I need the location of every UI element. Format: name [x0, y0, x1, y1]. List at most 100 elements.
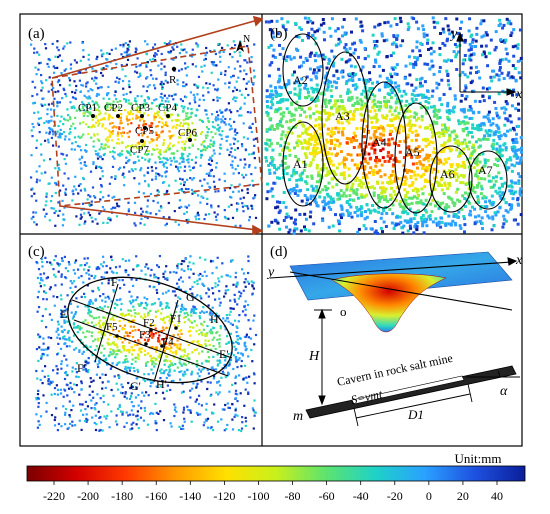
deformation-point — [113, 343, 116, 346]
deformation-point — [348, 198, 352, 202]
deformation-point — [104, 300, 107, 303]
deformation-point — [176, 45, 179, 48]
deformation-point — [403, 188, 407, 192]
deformation-point — [452, 214, 456, 218]
deformation-point — [348, 90, 352, 94]
deformation-point — [328, 59, 332, 63]
deformation-point — [480, 122, 484, 126]
deformation-point — [518, 175, 522, 179]
deformation-point — [182, 110, 185, 113]
deformation-point — [143, 306, 146, 310]
deformation-point — [110, 48, 113, 51]
deformation-point — [74, 259, 78, 262]
deformation-point — [377, 126, 381, 130]
deformation-point — [139, 416, 142, 419]
deformation-point — [112, 103, 115, 106]
deformation-point — [210, 159, 214, 162]
deformation-point — [47, 120, 51, 123]
deformation-point — [163, 349, 166, 352]
deformation-point — [131, 427, 134, 430]
deformation-point — [499, 58, 503, 62]
deformation-point — [92, 340, 95, 343]
deformation-point — [320, 133, 324, 137]
panel-a: (a) N R CP1 CP2 CP3 CP4 CP5 CP6 CP7 — [28, 15, 264, 236]
deformation-point — [465, 145, 469, 148]
deformation-point — [185, 159, 189, 162]
deformation-point — [56, 46, 59, 49]
deformation-point — [309, 152, 313, 156]
deformation-point — [75, 84, 78, 88]
deformation-point — [479, 22, 483, 26]
deformation-point — [420, 187, 424, 191]
deformation-point — [446, 37, 449, 41]
deformation-point — [428, 214, 432, 218]
deformation-point — [141, 145, 144, 148]
deformation-point — [353, 48, 357, 52]
deformation-point — [327, 160, 331, 164]
deformation-point — [209, 163, 212, 166]
deformation-point — [66, 119, 69, 122]
deformation-point — [456, 143, 460, 147]
deformation-point — [118, 154, 121, 157]
deformation-point — [357, 145, 361, 149]
deformation-point — [330, 84, 334, 88]
deformation-point — [216, 89, 219, 92]
deformation-point — [135, 117, 138, 120]
deformation-point — [217, 190, 220, 193]
deformation-point — [292, 231, 296, 235]
deformation-point — [145, 65, 148, 68]
deformation-point — [312, 68, 316, 72]
deformation-point — [415, 190, 419, 194]
deformation-point — [156, 189, 159, 192]
deformation-point — [421, 148, 424, 152]
deformation-point — [479, 128, 483, 131]
deformation-point — [293, 146, 296, 150]
deformation-point — [87, 53, 90, 56]
deformation-point — [309, 197, 313, 201]
deformation-point — [377, 210, 381, 214]
deformation-point — [493, 48, 497, 52]
deformation-point — [137, 134, 140, 137]
deformation-point — [129, 387, 132, 390]
deformation-point — [365, 203, 369, 207]
deformation-point — [116, 388, 120, 391]
deformation-point — [502, 23, 506, 27]
deformation-point — [56, 114, 59, 117]
deformation-point — [78, 419, 81, 422]
deformation-point — [147, 114, 150, 117]
deformation-point — [495, 147, 499, 151]
deformation-point — [372, 40, 376, 43]
deformation-point — [127, 381, 130, 385]
deformation-point — [491, 200, 495, 204]
deformation-point — [181, 349, 184, 352]
deformation-point — [125, 161, 128, 164]
deformation-point — [186, 129, 189, 132]
deformation-point — [327, 205, 331, 209]
deformation-point — [170, 380, 173, 383]
deformation-point — [501, 26, 505, 30]
deformation-point — [248, 164, 251, 167]
deformation-point — [38, 165, 41, 168]
deformation-point — [231, 166, 234, 169]
deformation-point — [200, 322, 203, 325]
deformation-point — [110, 258, 114, 262]
deformation-point — [327, 200, 331, 204]
deformation-point — [503, 142, 507, 146]
deformation-point — [332, 176, 336, 180]
deformation-point — [462, 107, 466, 111]
deformation-point — [368, 87, 372, 90]
deformation-point — [504, 38, 508, 42]
deformation-point — [496, 210, 500, 214]
deformation-point — [173, 403, 176, 406]
deformation-point — [269, 95, 273, 99]
deformation-point — [274, 86, 277, 90]
deformation-point — [387, 140, 391, 144]
deformation-point — [266, 190, 270, 194]
deformation-point — [500, 154, 504, 158]
deformation-point — [85, 96, 88, 99]
deformation-point — [183, 105, 186, 108]
deformation-point — [190, 308, 193, 311]
deformation-scatter-a — [30, 40, 258, 227]
deformation-point — [123, 345, 126, 348]
deformation-point — [335, 110, 339, 114]
